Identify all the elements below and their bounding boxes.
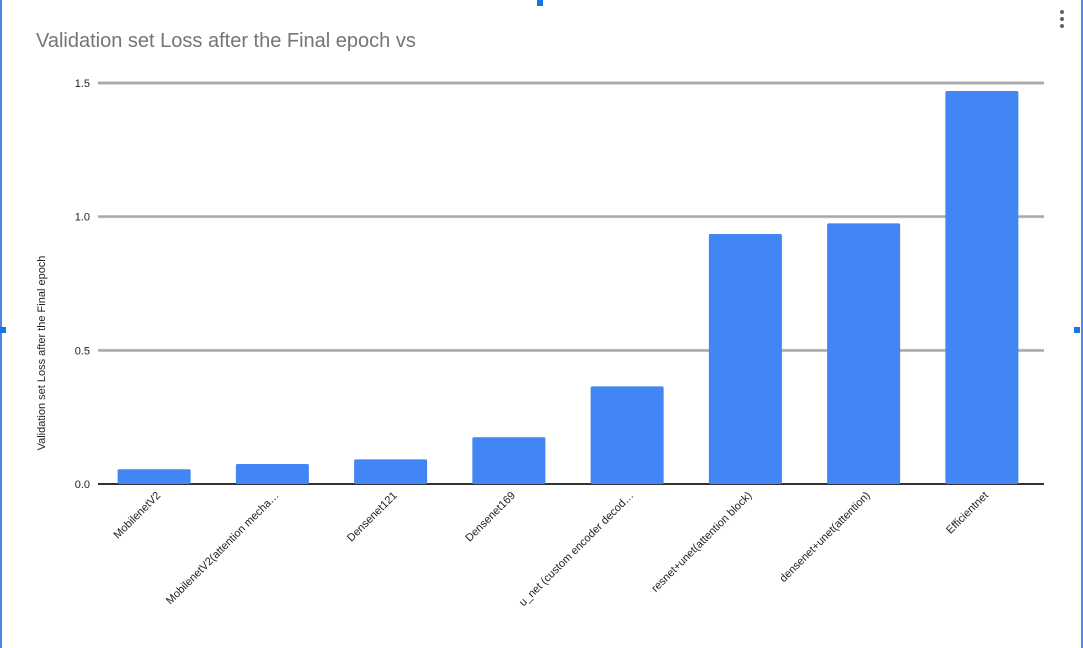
bar xyxy=(708,234,782,484)
x-tick-label: densenet+unet(attention) xyxy=(778,490,873,585)
bar xyxy=(117,469,191,484)
y-tick-label: 1.0 xyxy=(75,212,90,224)
resize-handle-top[interactable] xyxy=(537,0,543,6)
x-tick-label: Efficientnet xyxy=(944,490,991,537)
x-tick-label: Densenet121 xyxy=(345,490,400,545)
x-tick-label: u_net (custom encoder decod… xyxy=(517,490,636,609)
bar xyxy=(235,463,309,484)
bar xyxy=(472,437,546,484)
x-tick-label: MobilenetV2(attention mecha… xyxy=(164,490,281,607)
y-tick-label: 0.0 xyxy=(75,479,90,491)
bar xyxy=(945,91,1019,485)
y-tick-label: 0.5 xyxy=(75,345,90,357)
chart-title: Validation set Loss after the Final epoc… xyxy=(36,30,416,52)
bar xyxy=(590,386,664,484)
y-tick-label: 1.5 xyxy=(75,78,90,90)
bar xyxy=(827,223,901,484)
bar xyxy=(354,459,428,484)
x-tick-label: resnet+unet(attention block) xyxy=(649,490,754,595)
resize-handle-right[interactable] xyxy=(1074,327,1080,333)
x-tick-label: MobilenetV2 xyxy=(112,490,164,542)
more-vert-icon[interactable] xyxy=(1055,10,1069,32)
x-tick-label: Densenet169 xyxy=(463,490,518,545)
resize-handle-left[interactable] xyxy=(0,327,6,333)
